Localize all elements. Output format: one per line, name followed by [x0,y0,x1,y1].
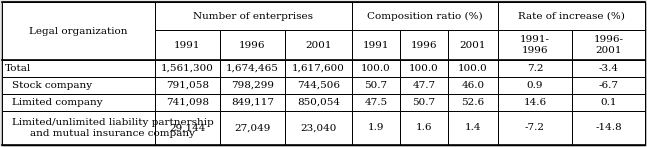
Text: 50.7: 50.7 [364,81,388,90]
Text: 23,040: 23,040 [300,123,336,132]
Bar [352,77,400,94]
Text: 0.1: 0.1 [600,98,617,107]
Bar [285,94,352,111]
Text: 2001: 2001 [305,41,332,50]
Bar [2,94,155,111]
Bar [498,94,572,111]
Bar [155,94,220,111]
Bar [285,111,352,145]
Bar [572,30,645,60]
Text: Limited company: Limited company [12,98,103,107]
Text: 47.7: 47.7 [412,81,435,90]
Text: 47.5: 47.5 [364,98,388,107]
Text: 27,049: 27,049 [234,123,270,132]
Bar [285,77,352,94]
Bar [498,30,572,60]
Bar [285,60,352,77]
Text: Total: Total [5,64,31,73]
Bar [448,111,498,145]
Text: 1.4: 1.4 [465,123,481,132]
Text: 1.9: 1.9 [367,123,384,132]
Bar [352,60,400,77]
Bar [220,77,285,94]
Bar [220,60,285,77]
Text: 52.6: 52.6 [461,98,485,107]
Text: 1.6: 1.6 [416,123,432,132]
Bar [220,111,285,145]
Text: 1996: 1996 [411,41,437,50]
Bar [220,94,285,111]
Bar [352,111,400,145]
Text: 2001: 2001 [460,41,487,50]
Text: -14.8: -14.8 [595,123,622,132]
Text: 1,617,600: 1,617,600 [292,64,345,73]
Bar [220,30,285,60]
Text: -6.7: -6.7 [598,81,619,90]
Text: 100.0: 100.0 [361,64,391,73]
Text: Number of enterprises: Number of enterprises [193,11,314,20]
Text: 100.0: 100.0 [458,64,488,73]
Bar [352,94,400,111]
Bar [572,111,645,145]
Text: 791,058: 791,058 [166,81,209,90]
Bar [155,111,220,145]
Text: 744,506: 744,506 [297,81,340,90]
Bar [155,77,220,94]
Bar [498,77,572,94]
Text: 46.0: 46.0 [461,81,485,90]
Bar [448,30,498,60]
Text: Stock company: Stock company [12,81,92,90]
Bar [498,60,572,77]
Bar [498,2,645,30]
Bar [448,94,498,111]
Bar [400,111,448,145]
Text: Limited/unlimited liability partnership
and mutual insurance company: Limited/unlimited liability partnership … [12,118,214,138]
Text: 1,674,465: 1,674,465 [226,64,279,73]
Bar [2,2,155,60]
Bar [2,60,155,77]
Bar [352,2,498,30]
Bar [155,30,220,60]
Text: 798,299: 798,299 [231,81,274,90]
Text: 1996: 1996 [239,41,266,50]
Text: 1996-
2001: 1996- 2001 [593,35,624,55]
Bar [400,77,448,94]
Text: 741,098: 741,098 [166,98,209,107]
Text: Rate of increase (%): Rate of increase (%) [518,11,625,20]
Text: 1991: 1991 [174,41,201,50]
Text: 100.0: 100.0 [409,64,439,73]
Bar [400,30,448,60]
Text: Legal organization: Legal organization [29,26,127,35]
Text: -7.2: -7.2 [525,123,545,132]
Bar [2,77,155,94]
Bar [572,94,645,111]
Bar [155,60,220,77]
Bar [352,30,400,60]
Text: 29,144: 29,144 [170,123,206,132]
Text: 1991-
1996: 1991- 1996 [520,35,550,55]
Bar [155,2,352,30]
Text: -3.4: -3.4 [598,64,619,73]
Bar [448,60,498,77]
Text: 849,117: 849,117 [231,98,274,107]
Text: 1,561,300: 1,561,300 [161,64,214,73]
Text: 14.6: 14.6 [523,98,547,107]
Text: 7.2: 7.2 [527,64,543,73]
Text: Composition ratio (%): Composition ratio (%) [367,11,483,21]
Bar [572,77,645,94]
Bar [572,60,645,77]
Text: 0.9: 0.9 [527,81,543,90]
Bar [498,111,572,145]
Text: 1991: 1991 [363,41,389,50]
Bar [448,77,498,94]
Bar [400,94,448,111]
Text: 50.7: 50.7 [412,98,435,107]
Text: 850,054: 850,054 [297,98,340,107]
Bar [400,60,448,77]
Bar [285,30,352,60]
Bar [2,111,155,145]
